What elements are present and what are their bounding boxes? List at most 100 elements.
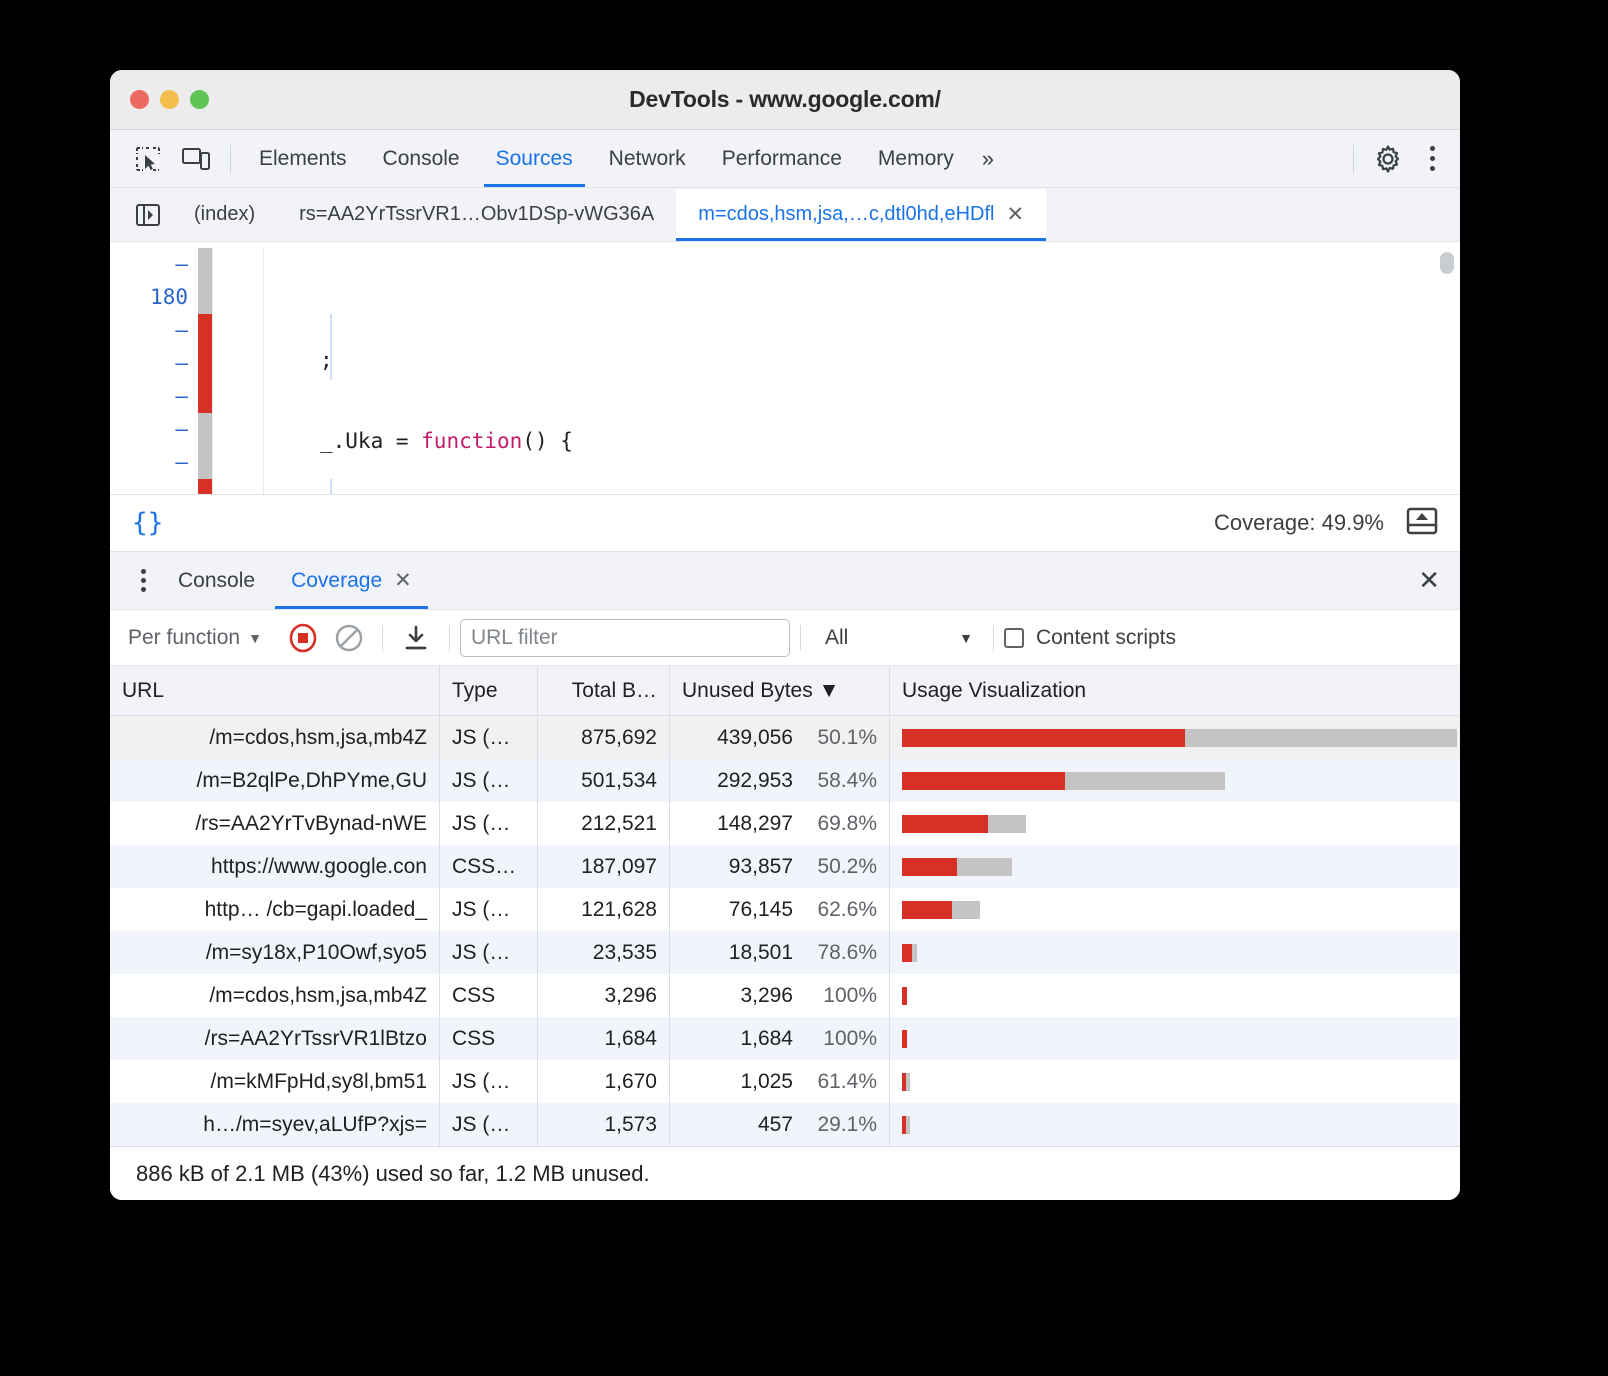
inspect-element-icon[interactable] bbox=[124, 138, 172, 180]
url-filter-input[interactable]: URL filter bbox=[459, 618, 790, 657]
drawer-menu-icon[interactable] bbox=[126, 569, 160, 592]
close-window-button[interactable] bbox=[130, 90, 149, 109]
unused-percent-value: 61.4% bbox=[817, 1069, 877, 1093]
cell-usage-visualization bbox=[890, 888, 1460, 931]
cell-unused-bytes: 93,857 50.2% bbox=[670, 845, 890, 888]
cell-type: JS (… bbox=[440, 802, 538, 845]
content-scripts-checkbox[interactable]: Content scripts bbox=[1003, 626, 1176, 650]
table-row[interactable]: /rs=AA2YrTvBynad-nWE JS (… 212,521 148,297 6… bbox=[110, 802, 1460, 845]
table-row[interactable]: /m=B2qlPe,DhPYme,GU JS (… 501,534 292,953 58… bbox=[110, 759, 1460, 802]
usage-bar-unused bbox=[1185, 728, 1457, 747]
usage-bar-unused bbox=[988, 814, 1026, 833]
cell-usage-visualization bbox=[890, 931, 1460, 974]
device-toolbar-icon[interactable] bbox=[172, 138, 220, 180]
file-tab-index[interactable]: (index) bbox=[172, 189, 277, 241]
pretty-print-icon[interactable]: {} bbox=[132, 508, 164, 538]
dock-to-bottom-icon[interactable] bbox=[1406, 507, 1438, 540]
tab-memory[interactable]: Memory bbox=[877, 146, 954, 170]
unused-percent-value: 58.4% bbox=[817, 768, 877, 792]
close-icon[interactable]: ✕ bbox=[394, 569, 412, 592]
cell-total-bytes: 187,097 bbox=[538, 845, 670, 888]
cell-usage-visualization bbox=[890, 1017, 1460, 1060]
usage-bar-used bbox=[902, 1115, 906, 1134]
drawer-tab-console[interactable]: Console bbox=[160, 553, 273, 609]
cell-type: JS (… bbox=[440, 931, 538, 974]
cell-total-bytes: 121,628 bbox=[538, 888, 670, 931]
file-tab-m-bundle[interactable]: m=cdos,hsm,jsa,…c,dtl0hd,eHDfl ✕ bbox=[676, 188, 1047, 241]
clear-all-icon[interactable] bbox=[326, 617, 372, 659]
toolbar-divider bbox=[799, 624, 801, 651]
column-header-usage-visualization[interactable]: Usage Visualization bbox=[902, 678, 1087, 702]
table-row[interactable]: /rs=AA2YrTssrVR1lBtzo CSS 1,684 1,684 100% bbox=[110, 1017, 1460, 1060]
table-row[interactable]: https://www.google.con CSS… 187,097 93,857 5… bbox=[110, 845, 1460, 888]
close-icon[interactable]: ✕ bbox=[1006, 203, 1025, 226]
column-header-total-bytes[interactable]: Total B… bbox=[538, 666, 670, 715]
table-row[interactable]: /m=cdos,hsm,jsa,mb4Z CSS 3,296 3,296 100% bbox=[110, 974, 1460, 1017]
usage-bar-used bbox=[902, 771, 1065, 790]
file-tab-label: m=cdos,hsm,jsa,…c,dtl0hd,eHDfl bbox=[698, 203, 995, 225]
drawer-tab-label: Console bbox=[178, 568, 256, 592]
table-row[interactable]: http… /cb=gapi.loaded_ JS (… 121,628 76,145… bbox=[110, 888, 1460, 931]
close-drawer-icon[interactable]: ✕ bbox=[1418, 565, 1440, 595]
cell-unused-bytes: 148,297 69.8% bbox=[670, 802, 890, 845]
coverage-toolbar: Per function ▼ bbox=[110, 610, 1460, 666]
line-number: – bbox=[175, 252, 188, 276]
table-row[interactable]: /m=kMFpHd,sy8l,bm51 JS (… 1,670 1,025 61.4% bbox=[110, 1060, 1460, 1103]
usage-bar-unused bbox=[952, 900, 980, 919]
table-row[interactable]: h…/m=syev,aLUfP?xjs= JS (… 1,573 457 29.1% bbox=[110, 1103, 1460, 1146]
export-download-icon[interactable] bbox=[393, 617, 439, 659]
cell-total-bytes: 3,296 bbox=[538, 974, 670, 1017]
cell-url: https://www.google.con bbox=[110, 845, 440, 888]
cell-url: /m=sy18x,P10Owf,syo5 bbox=[110, 931, 440, 974]
stop-recording-icon[interactable] bbox=[280, 617, 326, 659]
cell-usage-visualization bbox=[890, 1060, 1460, 1103]
drawer-tab-coverage[interactable]: Coverage ✕ bbox=[273, 553, 430, 609]
code-line: _.Uka = function() { bbox=[320, 429, 573, 453]
checkbox-box[interactable] bbox=[1003, 627, 1024, 648]
cell-total-bytes: 212,521 bbox=[538, 802, 670, 845]
line-number: – bbox=[175, 318, 188, 342]
coverage-percent-label: Coverage: 49.9% bbox=[1214, 510, 1384, 535]
drawer-tabbar: Console Coverage ✕ ✕ bbox=[110, 552, 1460, 610]
toolbar-divider bbox=[448, 624, 450, 651]
tab-performance[interactable]: Performance bbox=[721, 146, 842, 170]
minimize-window-button[interactable] bbox=[160, 90, 179, 109]
show-navigator-icon[interactable] bbox=[124, 194, 172, 236]
gear-icon[interactable] bbox=[1364, 138, 1412, 180]
usage-bar bbox=[902, 1072, 910, 1091]
cell-type: JS (… bbox=[440, 888, 538, 931]
tab-elements[interactable]: Elements bbox=[259, 146, 347, 170]
devtools-window: DevTools - www.google.com/ Elements Cons… bbox=[110, 70, 1460, 1200]
column-header-url[interactable]: URL bbox=[110, 666, 440, 715]
table-row[interactable]: /m=sy18x,P10Owf,syo5 JS (… 23,535 18,501 78.… bbox=[110, 931, 1460, 974]
type-filter-label: All bbox=[824, 625, 849, 649]
usage-bar-unused bbox=[957, 857, 1012, 876]
cell-usage-visualization bbox=[890, 845, 1460, 888]
cell-type: JS (… bbox=[440, 1103, 538, 1146]
editor-status-bar: {} Coverage: 49.9% bbox=[110, 494, 1460, 552]
tab-sources[interactable]: Sources bbox=[478, 131, 591, 187]
table-row[interactable]: /m=cdos,hsm,jsa,mb4Z JS (… 875,692 439,056 5… bbox=[110, 716, 1460, 759]
column-header-unused-bytes[interactable]: Unused Bytes ▼ bbox=[670, 666, 890, 715]
usage-bar bbox=[902, 857, 1012, 876]
file-tab-rs-bundle[interactable]: rs=AA2YrTssrVR1…Obv1DSp-vWG36A bbox=[277, 189, 676, 241]
tab-network[interactable]: Network bbox=[608, 146, 686, 170]
granularity-dropdown[interactable]: Per function ▼ bbox=[128, 626, 262, 650]
kebab-menu-icon[interactable] bbox=[1412, 138, 1452, 180]
more-tabs-chevron-icon[interactable]: » bbox=[981, 145, 994, 171]
column-header-type[interactable]: Type bbox=[440, 666, 538, 715]
code-content[interactable]: ; _.Uka = function() { var a = _.Wd().st… bbox=[264, 242, 1460, 494]
coverage-status-bar: 886 kB of 2.1 MB (43%) used so far, 1.2 … bbox=[110, 1146, 1460, 1200]
cell-unused-bytes: 1,684 100% bbox=[670, 1017, 890, 1060]
unused-percent-value: 62.6% bbox=[817, 897, 877, 921]
type-filter-dropdown[interactable]: All ▼ bbox=[811, 619, 983, 657]
maximize-window-button[interactable] bbox=[190, 90, 209, 109]
tab-console[interactable]: Console bbox=[382, 146, 460, 170]
code-editor[interactable]: – 180 – – – – – ; _.Uka = function() { v… bbox=[110, 242, 1460, 494]
unused-bytes-value: 18,501 bbox=[728, 940, 793, 964]
usage-bar-used bbox=[902, 943, 912, 962]
cell-total-bytes: 1,573 bbox=[538, 1103, 670, 1146]
editor-scrollbar-thumb[interactable] bbox=[1440, 252, 1454, 274]
cell-url: /m=cdos,hsm,jsa,mb4Z bbox=[110, 716, 440, 759]
file-tab-label: (index) bbox=[194, 203, 256, 225]
